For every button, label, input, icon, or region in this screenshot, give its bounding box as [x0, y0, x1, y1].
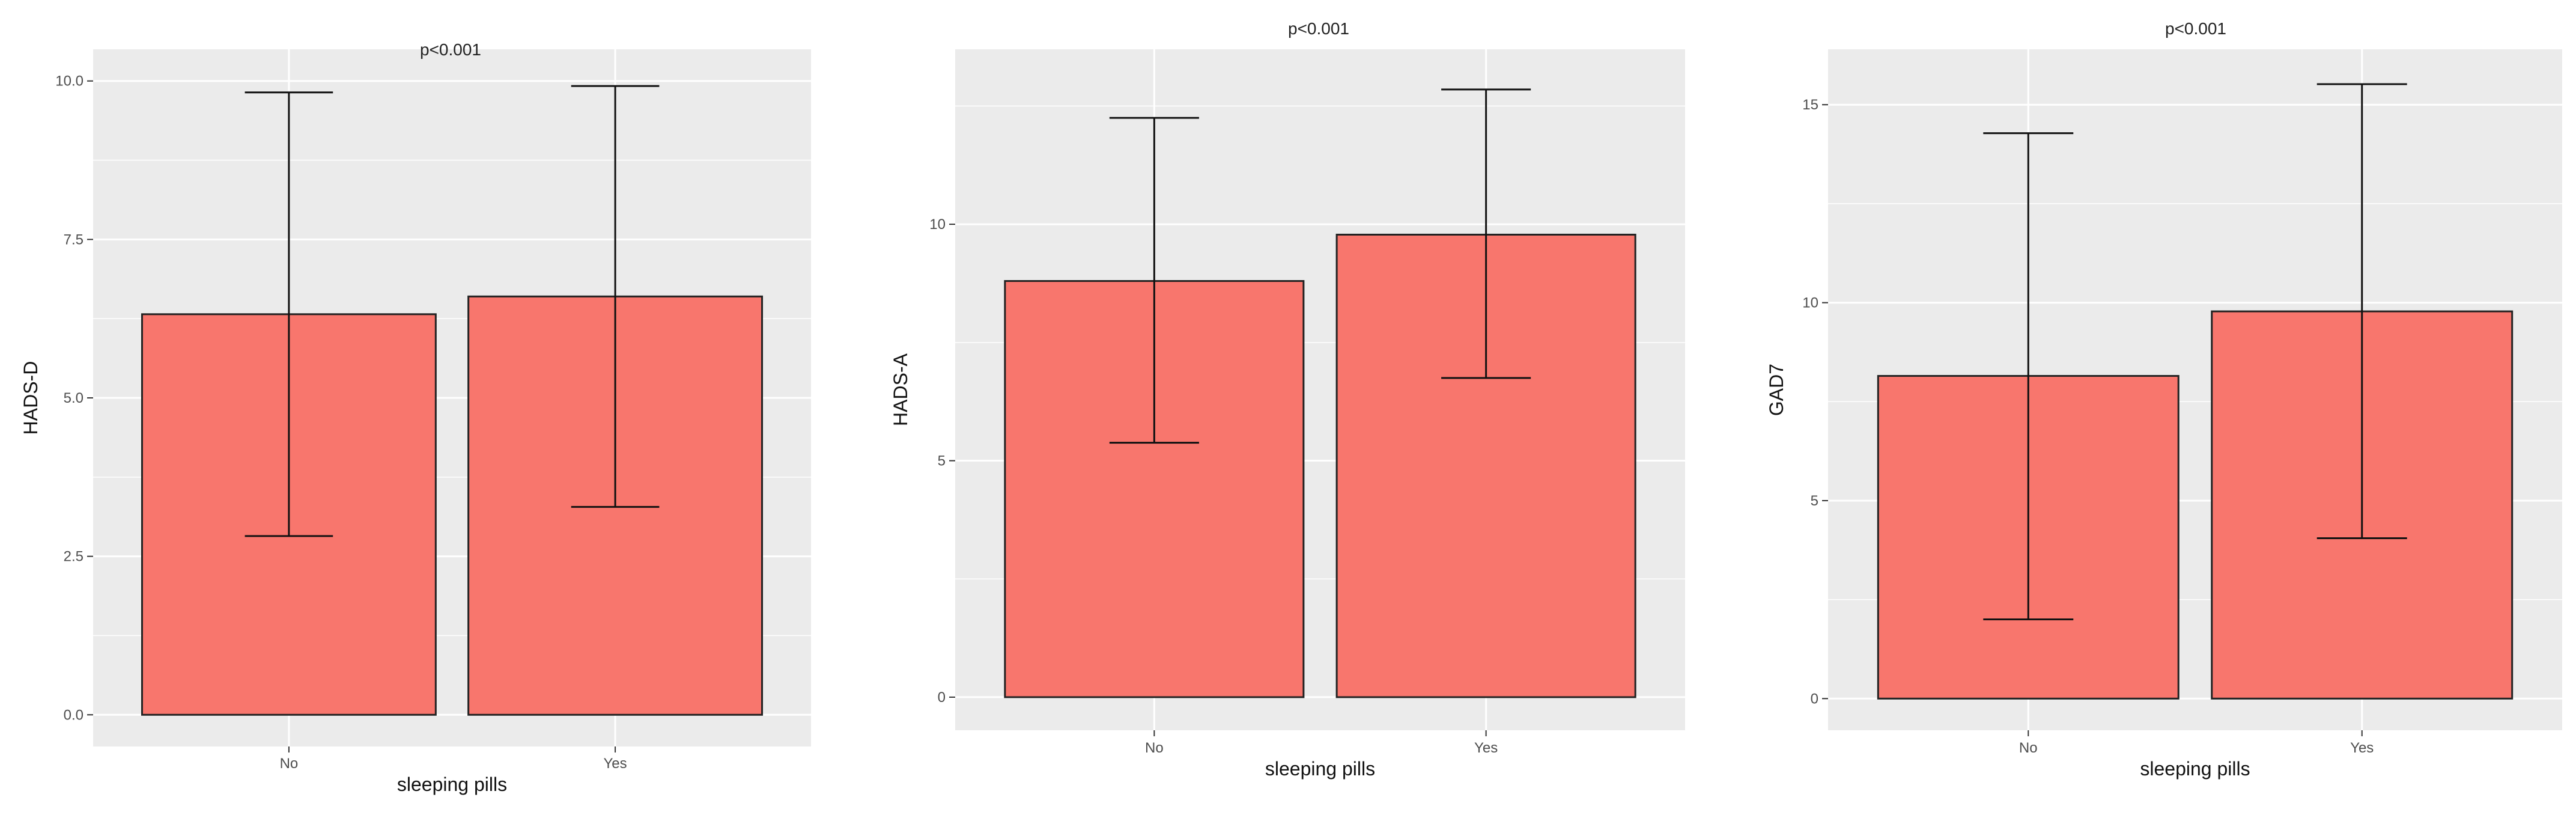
chart-title: p<0.001 — [420, 40, 481, 59]
x-tick-label: No — [1145, 740, 1164, 756]
y-tick-label: 2.5 — [64, 549, 84, 565]
chart-panel-3: 0 5 10 15 No Yes p<0.001 sleeping pills GAD7 — [1766, 19, 2562, 780]
error-bar-yes — [571, 85, 660, 508]
error-bar-no — [1983, 132, 2074, 621]
y-tick-label: 10.0 — [55, 73, 84, 90]
chart-panel-1: 0.0 2.5 5.0 7.5 10.0 No Yes p<0.001 sleeping pil… — [20, 40, 811, 795]
x-tick-label: No — [280, 755, 299, 772]
chart-title: p<0.001 — [1288, 19, 1349, 38]
error-bar-yes — [2316, 83, 2407, 540]
error-bar-no — [245, 91, 333, 537]
x-tick-label: Yes — [604, 755, 627, 772]
y-axis-label: HADS-D — [20, 361, 41, 435]
error-bar-no — [1109, 117, 1199, 444]
y-tick-label: 15 — [1802, 97, 1818, 113]
x-axis-label: sleeping pills — [397, 774, 507, 795]
y-tick-label: 0 — [938, 689, 946, 706]
x-axis-label: sleeping pills — [1265, 758, 1375, 780]
y-tick-label: 0 — [1811, 691, 1818, 707]
x-axis-label: sleeping pills — [2140, 758, 2250, 780]
chart-panel-2: 0 5 10 No Yes p<0.001 sleeping pills HADS-A — [890, 19, 1685, 780]
chart-title: p<0.001 — [2165, 19, 2226, 38]
x-tick-label: Yes — [2350, 740, 2374, 756]
y-tick-label: 0.0 — [64, 707, 84, 723]
y-tick-label: 5.0 — [64, 390, 84, 406]
y-axis-label: HADS-A — [890, 353, 911, 426]
y-tick-label: 7.5 — [64, 231, 84, 248]
y-tick-label: 10 — [929, 216, 946, 233]
x-tick-label: No — [2019, 740, 2038, 756]
y-axis-label: GAD7 — [1766, 364, 1787, 416]
y-tick-label: 10 — [1802, 295, 1818, 311]
x-tick-label: Yes — [1474, 740, 1498, 756]
y-tick-label: 5 — [938, 453, 946, 469]
error-bar-yes — [1441, 88, 1531, 379]
y-tick-label: 5 — [1811, 493, 1818, 509]
